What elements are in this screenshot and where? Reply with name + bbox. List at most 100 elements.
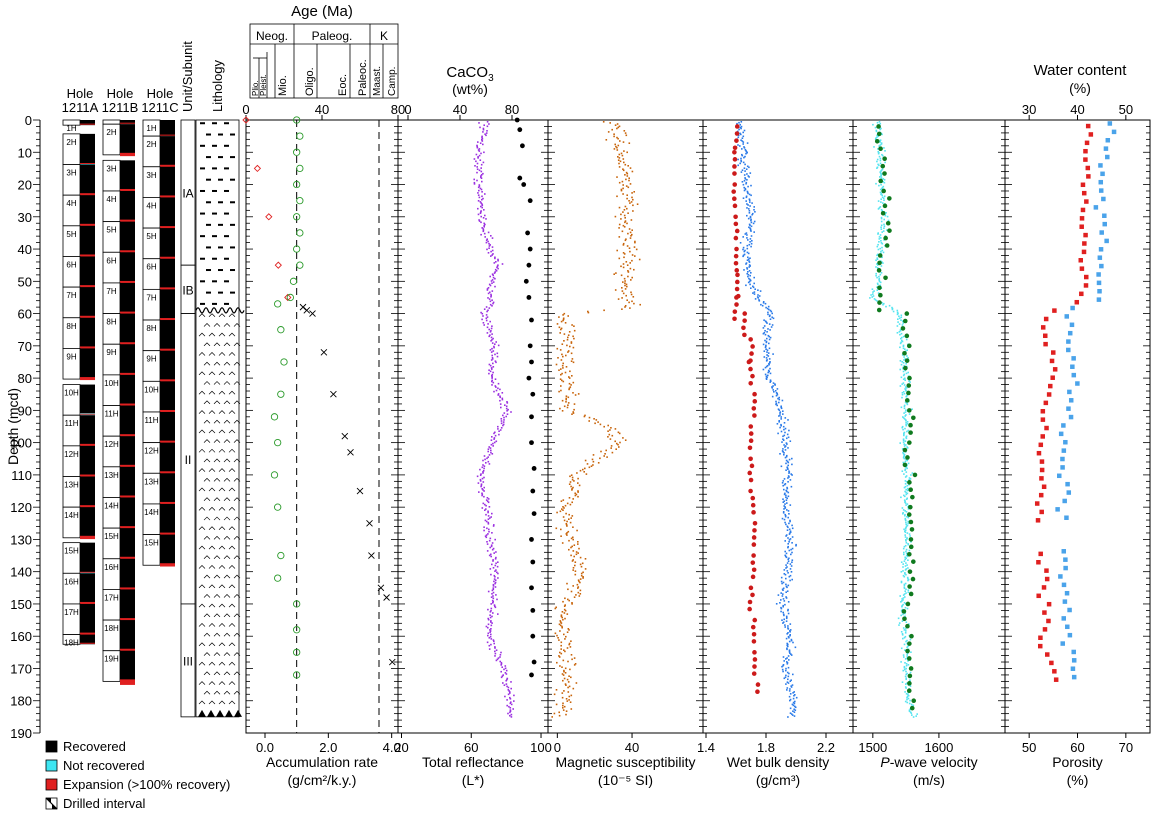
density-track-point	[781, 482, 784, 484]
density-track-point	[743, 186, 745, 189]
pwave-track-point	[904, 536, 907, 538]
core-1211C-12H: 12H	[142, 442, 175, 475]
density-track-point	[785, 669, 787, 672]
reflectance-track-point	[500, 420, 503, 422]
magsus-track-point	[568, 599, 570, 602]
density-track-point	[743, 253, 746, 256]
reflectance-track-point	[479, 142, 482, 144]
reflectance-track-point	[505, 673, 508, 675]
reflectance-track-point	[485, 241, 488, 244]
pwave-track-point	[879, 122, 882, 125]
lithology-chalk-mark	[223, 671, 231, 676]
lithology-chalk-mark	[228, 700, 236, 705]
density-track-point	[780, 407, 783, 410]
core-1211B-2H: 2H	[102, 123, 135, 157]
pwave-track-point	[905, 523, 907, 526]
density-track-point	[791, 536, 794, 538]
reflectance-track-point	[481, 136, 483, 139]
magsus-track-point	[568, 699, 570, 701]
pwave-track-point	[908, 483, 910, 486]
magsus-track-point	[562, 618, 564, 621]
age-datum-diamond	[274, 261, 282, 269]
density-track-point	[780, 424, 782, 427]
density-track-point	[790, 571, 793, 573]
density-track-point	[765, 375, 768, 378]
reflectance-track-point	[493, 441, 496, 444]
density-track-point	[747, 258, 750, 260]
magsus-track-point	[629, 267, 632, 270]
water-point	[1067, 330, 1073, 336]
density-track-point	[740, 133, 742, 136]
age-datum-cross	[368, 552, 375, 559]
lithology-chalk-mark	[198, 429, 206, 434]
reflectance-track-point	[481, 195, 483, 198]
magsus-track-point	[568, 331, 571, 333]
core-recovered	[160, 503, 175, 535]
magsus-track-point	[580, 572, 583, 575]
reflectance-track-point	[478, 219, 480, 221]
pwave-track-point	[906, 430, 908, 433]
reflectance-track-point	[492, 560, 494, 562]
magsus-track-point	[625, 134, 628, 137]
pwave-track-point	[904, 386, 907, 388]
pwave-discrete-point	[877, 260, 882, 266]
reflectance-track-point	[481, 135, 483, 138]
water-point	[1111, 129, 1117, 135]
reflectance-track-point	[503, 684, 506, 686]
pwave-track-point	[899, 333, 901, 336]
magsus-track-point	[611, 451, 614, 454]
core-name: 8H	[106, 318, 116, 327]
reflectance-track-point	[487, 590, 490, 593]
pwave-track-point	[905, 436, 907, 439]
magsus-track-point	[621, 297, 623, 299]
density-tick-label: 1.8	[757, 740, 775, 755]
magsus-track-point	[564, 672, 567, 674]
pwave-track-point	[883, 195, 886, 198]
magsus-track-point	[562, 709, 565, 711]
pwave-track-point	[904, 419, 907, 421]
water-point	[1057, 473, 1062, 479]
reflectance-track-point	[501, 392, 504, 394]
magsus-track-point	[556, 634, 558, 637]
magsus-track-point	[571, 602, 573, 604]
water-point	[1070, 666, 1076, 671]
porosity-point	[1038, 635, 1043, 641]
density-track-point	[775, 403, 777, 406]
reflectance-track-point	[480, 484, 483, 487]
pwave-track-point	[900, 376, 903, 379]
lithology-chalk-mark	[228, 661, 236, 666]
mar-point	[296, 261, 304, 269]
magsus-track-point	[603, 455, 605, 457]
magsus-track-point	[567, 396, 570, 399]
water-point	[1063, 439, 1068, 445]
lithology-chalk-mark	[233, 613, 241, 618]
density-track-point	[787, 543, 789, 545]
density-track-point	[764, 320, 767, 322]
magsus-track-point	[633, 191, 635, 193]
pwave-track-point	[881, 261, 883, 263]
mar-point	[274, 574, 282, 582]
mar-point	[280, 358, 288, 366]
pwave-track-point	[906, 639, 908, 642]
reflectance-track-point	[490, 280, 493, 282]
density-track-point	[744, 233, 747, 235]
density-track-point	[765, 340, 768, 343]
reflectance-track-point	[490, 351, 493, 353]
density-track-point	[789, 520, 791, 523]
magsus-track-point	[608, 433, 611, 436]
pwave-track-point	[885, 305, 887, 308]
reflectance-track-point	[489, 629, 491, 631]
pwave-track-point	[907, 543, 910, 546]
reflectance-track-point	[482, 230, 485, 233]
magsus-track-point	[626, 285, 628, 288]
density-track-point	[794, 705, 796, 708]
magsus-track-point	[625, 261, 628, 263]
reflectance-track-point	[513, 694, 515, 697]
pwave-track-point	[905, 422, 907, 424]
pwave-track-point	[903, 602, 906, 604]
magsus-track-point	[578, 547, 580, 550]
density-track-point	[739, 242, 742, 244]
porosity-point	[1044, 425, 1049, 431]
core-1211A-15H: 15H	[62, 542, 95, 574]
magsus-track-point	[579, 581, 581, 584]
